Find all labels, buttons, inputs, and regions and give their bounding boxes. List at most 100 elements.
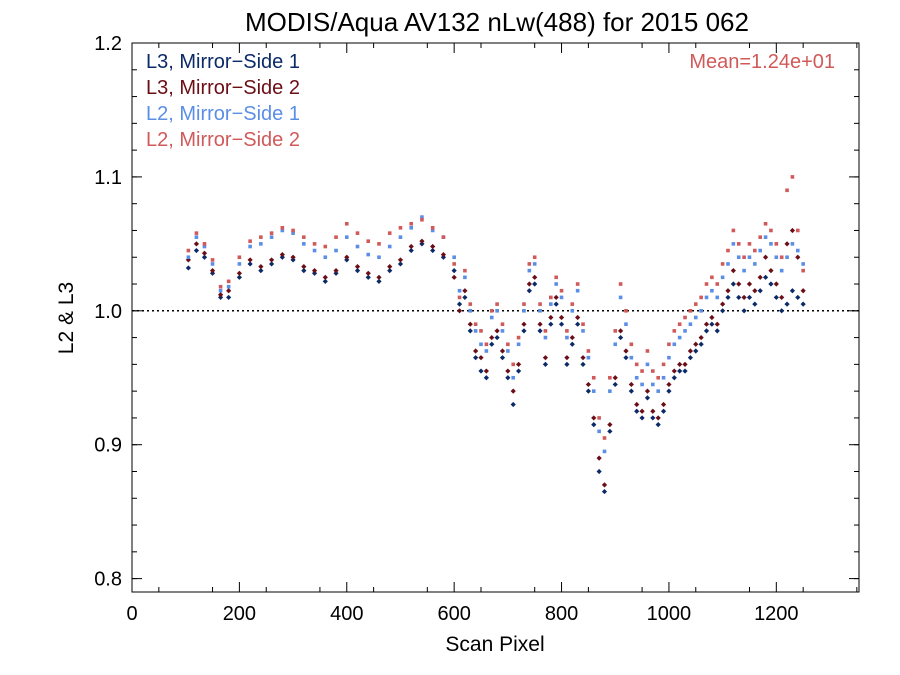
data-point: [575, 314, 581, 321]
data-point: [217, 292, 224, 298]
data-point: [344, 235, 349, 239]
legend-entry: L3, Mirror−Side 2: [146, 77, 300, 99]
data-point: [398, 225, 403, 230]
data-point: [640, 382, 644, 387]
data-point: [741, 308, 747, 314]
data-point: [747, 242, 752, 246]
legend: L3, Mirror−Side 1 L3, Mirror−Side 2 L2, Mi…: [146, 51, 300, 151]
series-4: [186, 175, 805, 440]
legend-entry: L2, Mirror−Side 2: [146, 129, 300, 151]
data-point: [687, 355, 694, 361]
data-point: [650, 415, 656, 421]
data-point: [613, 342, 618, 347]
data-point: [730, 268, 736, 274]
data-point: [291, 228, 295, 233]
data-point: [279, 251, 285, 258]
data-point: [773, 281, 779, 287]
data-point: [333, 268, 339, 274]
data-point: [644, 395, 651, 401]
data-point: [683, 329, 687, 333]
data-point: [247, 257, 253, 263]
data-point: [473, 329, 478, 333]
data-point: [505, 368, 511, 374]
data-point: [715, 295, 720, 300]
data-point: [714, 328, 720, 334]
data-point: [510, 388, 516, 394]
data-point: [430, 247, 436, 254]
data-point: [720, 275, 725, 280]
data-point: [671, 368, 677, 374]
data-point: [596, 455, 602, 461]
data-point: [549, 302, 553, 306]
data-point: [666, 381, 672, 388]
data-point: [377, 255, 381, 260]
data-point: [494, 328, 500, 334]
data-point: [677, 322, 682, 326]
data-point: [741, 294, 747, 301]
data-point: [677, 335, 682, 340]
data-point: [542, 361, 549, 367]
data-point: [532, 262, 537, 266]
x-tick-label: 400: [330, 603, 363, 625]
data-point: [516, 342, 521, 347]
data-point: [451, 268, 457, 274]
data-point: [312, 248, 317, 253]
data-point: [302, 235, 306, 239]
y-tick-label: 1.1: [94, 167, 122, 189]
data-point: [397, 261, 404, 267]
data-point: [698, 341, 704, 347]
data-point: [768, 281, 774, 287]
x-tick-label: 200: [223, 603, 256, 625]
data-point: [269, 231, 274, 235]
data-point: [779, 294, 785, 301]
data-point: [473, 355, 479, 361]
data-point: [774, 255, 779, 260]
data-point: [785, 188, 789, 193]
legend-entry: L2, Mirror−Side 1: [146, 103, 300, 125]
data-point: [516, 335, 521, 340]
data-point: [704, 282, 709, 286]
data-point: [408, 247, 414, 254]
data-point: [505, 375, 511, 381]
data-point: [608, 389, 612, 393]
data-point: [532, 255, 537, 260]
data-point: [688, 322, 693, 326]
data-point: [526, 281, 532, 287]
data-point: [237, 262, 242, 266]
data-point: [495, 302, 499, 306]
data-point: [688, 309, 693, 313]
data-point: [489, 334, 495, 341]
data-point: [699, 295, 703, 300]
data-point: [677, 361, 683, 367]
data-point: [730, 281, 736, 287]
data-point: [554, 275, 558, 280]
data-point: [746, 294, 753, 301]
data-point: [290, 257, 296, 263]
data-point: [440, 254, 447, 260]
x-tick-label: 1200: [754, 603, 799, 625]
data-point: [671, 375, 677, 381]
data-point: [483, 375, 489, 381]
data-point: [397, 257, 404, 263]
data-point: [608, 375, 612, 380]
data-point: [715, 282, 720, 286]
data-point: [769, 228, 773, 233]
data-point: [259, 235, 263, 239]
data-point: [532, 281, 538, 287]
data-point: [538, 302, 542, 306]
data-point: [473, 322, 478, 326]
data-point: [334, 235, 338, 239]
data-point: [186, 248, 191, 253]
data-point: [269, 257, 275, 263]
data-point: [506, 342, 510, 347]
data-point: [645, 349, 650, 353]
data-point: [452, 255, 456, 260]
data-point: [661, 362, 666, 367]
data-point: [601, 488, 608, 495]
data-point: [644, 388, 651, 394]
data-point: [795, 248, 800, 253]
data-point: [634, 362, 639, 367]
data-point: [334, 248, 338, 253]
data-point: [672, 329, 677, 333]
data-point: [344, 221, 349, 226]
